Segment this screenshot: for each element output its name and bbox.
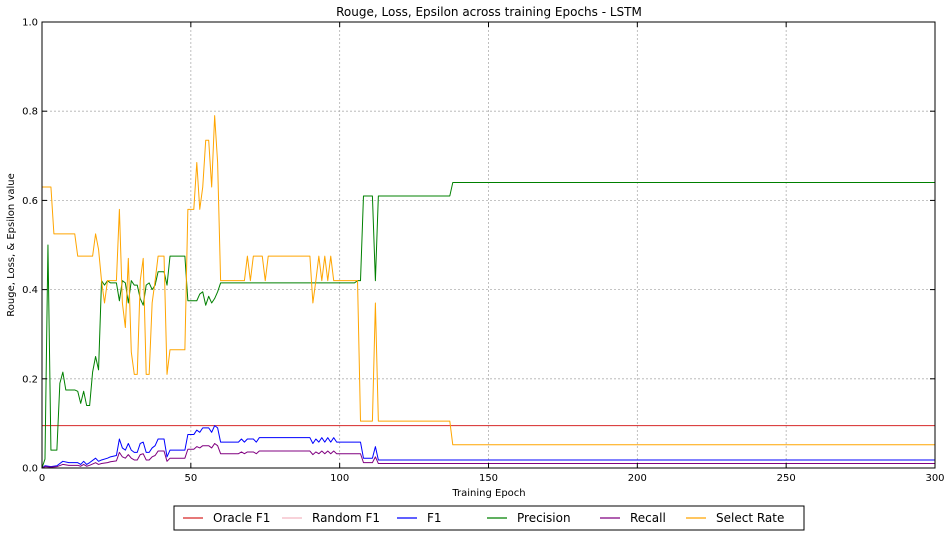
legend-label: Oracle F1 (213, 511, 270, 525)
plot-area-frame (41, 21, 936, 469)
x-tick-label: 200 (628, 473, 647, 484)
legend-label: F1 (427, 511, 442, 525)
y-tick-label: 0.8 (22, 107, 38, 118)
chart-title: Rouge, Loss, Epsilon across training Epo… (336, 5, 642, 19)
legend-item-oracle-f1: Oracle F1 (183, 511, 270, 525)
y-tick-label: 1.0 (22, 18, 38, 29)
legend-label: Precision (517, 511, 571, 525)
legend: Oracle F1 Random F1 F1 Precision Recall Selec… (173, 505, 805, 531)
legend-label: Recall (630, 511, 666, 525)
series-line-recall (41, 442, 935, 469)
x-axis-label: Training Epoch (451, 488, 525, 499)
x-tick-label: 250 (777, 473, 796, 484)
series-line-f1 (41, 425, 935, 469)
legend-item-precision: Precision (487, 511, 571, 525)
legend-item-recall: Recall (600, 511, 666, 525)
x-tick-label: 150 (479, 473, 498, 484)
y-tick-label: 0.4 (22, 285, 38, 296)
legend-label: Random F1 (312, 511, 380, 525)
y-tick-label: 0.6 (22, 196, 38, 207)
legend-label: Select Rate (716, 511, 784, 525)
y-tick-label: 0.0 (22, 464, 38, 475)
legend-item-f1: F1 (397, 511, 442, 525)
series-line-select-rate (42, 115, 935, 446)
x-tick-label: 100 (330, 473, 349, 484)
axis-ticks: 0 50 100 150 200 250 300 0.0 0.2 0.4 0.6 0.8 1.0 (22, 18, 944, 485)
x-tick-label: 50 (184, 473, 197, 484)
legend-item-random-f1: Random F1 (282, 511, 380, 525)
y-tick-label: 0.2 (22, 374, 38, 385)
grid-lines (41, 21, 936, 469)
legend-item-select-rate: Select Rate (686, 511, 784, 525)
series-line-precision (41, 182, 935, 469)
x-tick-label: 300 (925, 473, 944, 484)
y-axis-label: Rouge, Loss, & Epsilon value (6, 173, 17, 316)
x-tick-label: 0 (39, 473, 45, 484)
